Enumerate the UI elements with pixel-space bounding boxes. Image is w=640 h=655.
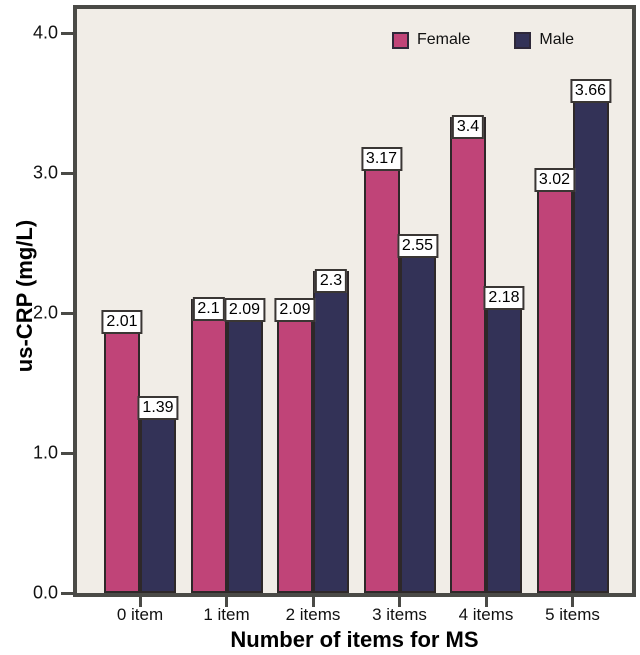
legend-label-female: Female [417, 31, 471, 48]
bar-male-5 [572, 81, 609, 593]
bar-male-0 [140, 398, 176, 593]
legend-label-male: Male [539, 31, 575, 48]
y-tick-mark [61, 311, 73, 315]
x-tick-label-2: 2 items [285, 605, 341, 624]
y-tick-label: 4.0 [32, 22, 58, 43]
legend-swatch-female [392, 31, 409, 49]
x-tick-mark [225, 593, 228, 607]
legend-item-male: Male [514, 31, 574, 49]
y-tick-mark [61, 451, 73, 455]
bar-male-4 [486, 288, 522, 593]
x-tick-mark [311, 593, 315, 607]
x-axis-title: Number of items for MS [230, 627, 479, 652]
bar-female-0 [104, 312, 140, 593]
x-tick-mark [571, 593, 574, 607]
bar-female-3 [363, 149, 400, 593]
y-tick-mark [61, 591, 73, 595]
y-tick-label: 2.0 [32, 302, 58, 323]
legend: Female Male [392, 31, 574, 49]
bar-female-5 [536, 170, 573, 593]
y-tick-label: 3.0 [32, 162, 58, 183]
bar-value-label-male-3: 2.55 [396, 234, 439, 258]
bar-value-label-male-4: 2.18 [483, 286, 525, 310]
y-tick-mark [61, 171, 73, 175]
bar-value-label-female-2: 2.09 [274, 298, 316, 322]
x-tick-label-5: 5 items [545, 605, 600, 624]
bar-value-label-female-5: 3.02 [533, 168, 576, 192]
bar-male-2 [313, 271, 349, 593]
bar-value-label-female-0: 2.01 [101, 310, 143, 334]
x-tick-mark [138, 593, 142, 607]
y-tick-label: 1.0 [32, 442, 58, 463]
y-tick-label: 0.0 [32, 582, 58, 603]
x-tick-label-0: 0 item [116, 605, 164, 624]
legend-swatch-male [514, 31, 532, 49]
bar-female-2 [277, 300, 313, 593]
bar-value-label-male-1: 2.09 [223, 298, 266, 322]
x-tick-mark [484, 593, 488, 607]
x-tick-label-1: 1 item [203, 605, 250, 624]
x-tick-label-3: 3 items [372, 605, 427, 624]
legend-item-female: Female [392, 31, 470, 49]
bar-value-label-male-2: 2.3 [314, 269, 348, 293]
bar-value-label-female-1: 2.1 [192, 297, 225, 321]
bar-male-1 [226, 300, 263, 593]
bar-female-4 [450, 117, 486, 593]
y-tick-mark [61, 31, 73, 35]
bar-value-label-female-4: 3.4 [451, 115, 485, 139]
x-tick-mark [398, 593, 401, 607]
y-axis-title: us-CRP (mg/L) [12, 219, 37, 373]
plot-area: Female Male 2.01 1.39 2.1 2.09 2.09 2.3 3.17 2.5… [73, 5, 636, 597]
bar-male-3 [399, 236, 436, 593]
bar-value-label-female-3: 3.17 [360, 147, 403, 171]
bar-value-label-male-5: 3.66 [569, 79, 612, 103]
x-tick-label-4: 4 items [458, 605, 514, 624]
bar-value-label-male-0: 1.39 [137, 396, 179, 420]
bar-female-1 [190, 299, 227, 593]
